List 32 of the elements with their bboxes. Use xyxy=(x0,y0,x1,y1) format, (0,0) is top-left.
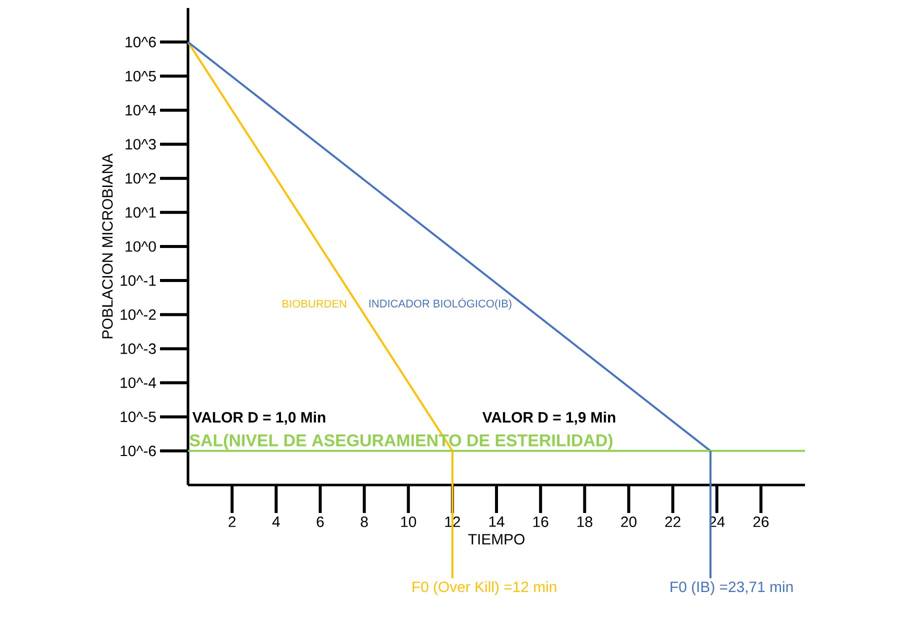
y-tick-label: 10^-4 xyxy=(120,377,156,388)
annotation: VALOR D = 1,9 Min xyxy=(482,412,616,425)
y-tick-label: 10^-3 xyxy=(120,343,156,354)
y-tick-label: 10^-1 xyxy=(120,275,156,286)
y-tick-label: 10^6 xyxy=(126,36,156,48)
x-tick-label: 16 xyxy=(533,516,548,528)
x-tick-label: 26 xyxy=(753,516,769,528)
y-tick-label: 10^4 xyxy=(126,104,156,116)
x-tick-label: 10 xyxy=(401,516,416,528)
x-tick-label: 18 xyxy=(577,516,592,528)
y-axis-title: POBLACION MICROBIANA xyxy=(102,154,113,338)
x-tick-label: 8 xyxy=(360,516,368,528)
y-tick-label: 10^0 xyxy=(126,241,156,252)
x-tick-label: 14 xyxy=(489,516,504,527)
y-tick-label: 10^-2 xyxy=(120,309,156,320)
ref-line-label: F0 (Over Kill) =12 min xyxy=(412,581,556,596)
x-tick-label: 20 xyxy=(621,516,636,528)
series-label: INDICADOR BIOLÓGICO(IB) xyxy=(369,298,512,310)
series-label: BIOBURDEN xyxy=(282,300,346,308)
y-tick-label: 10^2 xyxy=(126,173,156,184)
y-tick-label: 10^5 xyxy=(126,70,156,82)
x-tick-label: 2 xyxy=(228,516,236,527)
ref-line-label: F0 (IB) =23,71 min xyxy=(670,581,793,596)
y-tick-label: 10^3 xyxy=(126,138,156,150)
y-tick-label: 10^1 xyxy=(126,207,156,218)
annotation: VALOR D = 1,0 Min xyxy=(192,412,326,425)
x-tick-label: 6 xyxy=(316,516,324,528)
y-tick-label: 10^-6 xyxy=(120,446,156,456)
y-tick-label: 10^-5 xyxy=(120,412,156,422)
x-tick-label: 4 xyxy=(272,516,280,527)
x-tick-label: 22 xyxy=(665,516,680,527)
x-axis-title: TIEMPO xyxy=(468,534,524,545)
